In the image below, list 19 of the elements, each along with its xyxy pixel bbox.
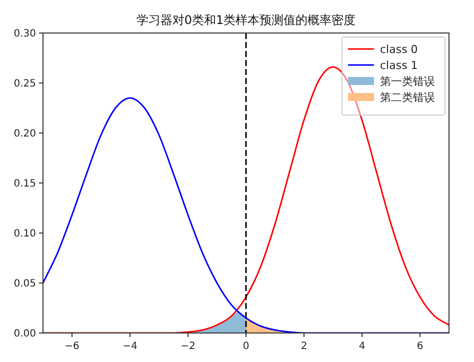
y-tick-label: 0.10 <box>14 228 36 240</box>
x-tick-label: 0 <box>242 341 250 352</box>
x-tick-label: 2 <box>300 341 308 352</box>
x-tick-label: −6 <box>64 341 80 352</box>
y-tick-label: 0.05 <box>14 278 36 290</box>
legend-label: 第一类错误 <box>380 75 435 88</box>
x-tick-label: −2 <box>180 341 196 352</box>
y-tick-label: 0.30 <box>14 28 36 40</box>
x-tick-label: −4 <box>122 341 138 352</box>
y-tick-label: 0.00 <box>14 328 36 340</box>
x-tick-label: 4 <box>358 341 366 352</box>
y-tick-label: 0.25 <box>14 78 36 90</box>
legend-label: class 0 <box>380 43 418 56</box>
y-tick-label: 0.15 <box>14 178 36 190</box>
legend-label: 第二类错误 <box>380 91 435 104</box>
y-tick-label: 0.20 <box>14 128 36 140</box>
chart-title: 学习器对0类和1类样本预测值的概率密度 <box>136 13 356 27</box>
x-tick-label: 6 <box>416 341 424 352</box>
legend-label: class 1 <box>380 59 418 72</box>
